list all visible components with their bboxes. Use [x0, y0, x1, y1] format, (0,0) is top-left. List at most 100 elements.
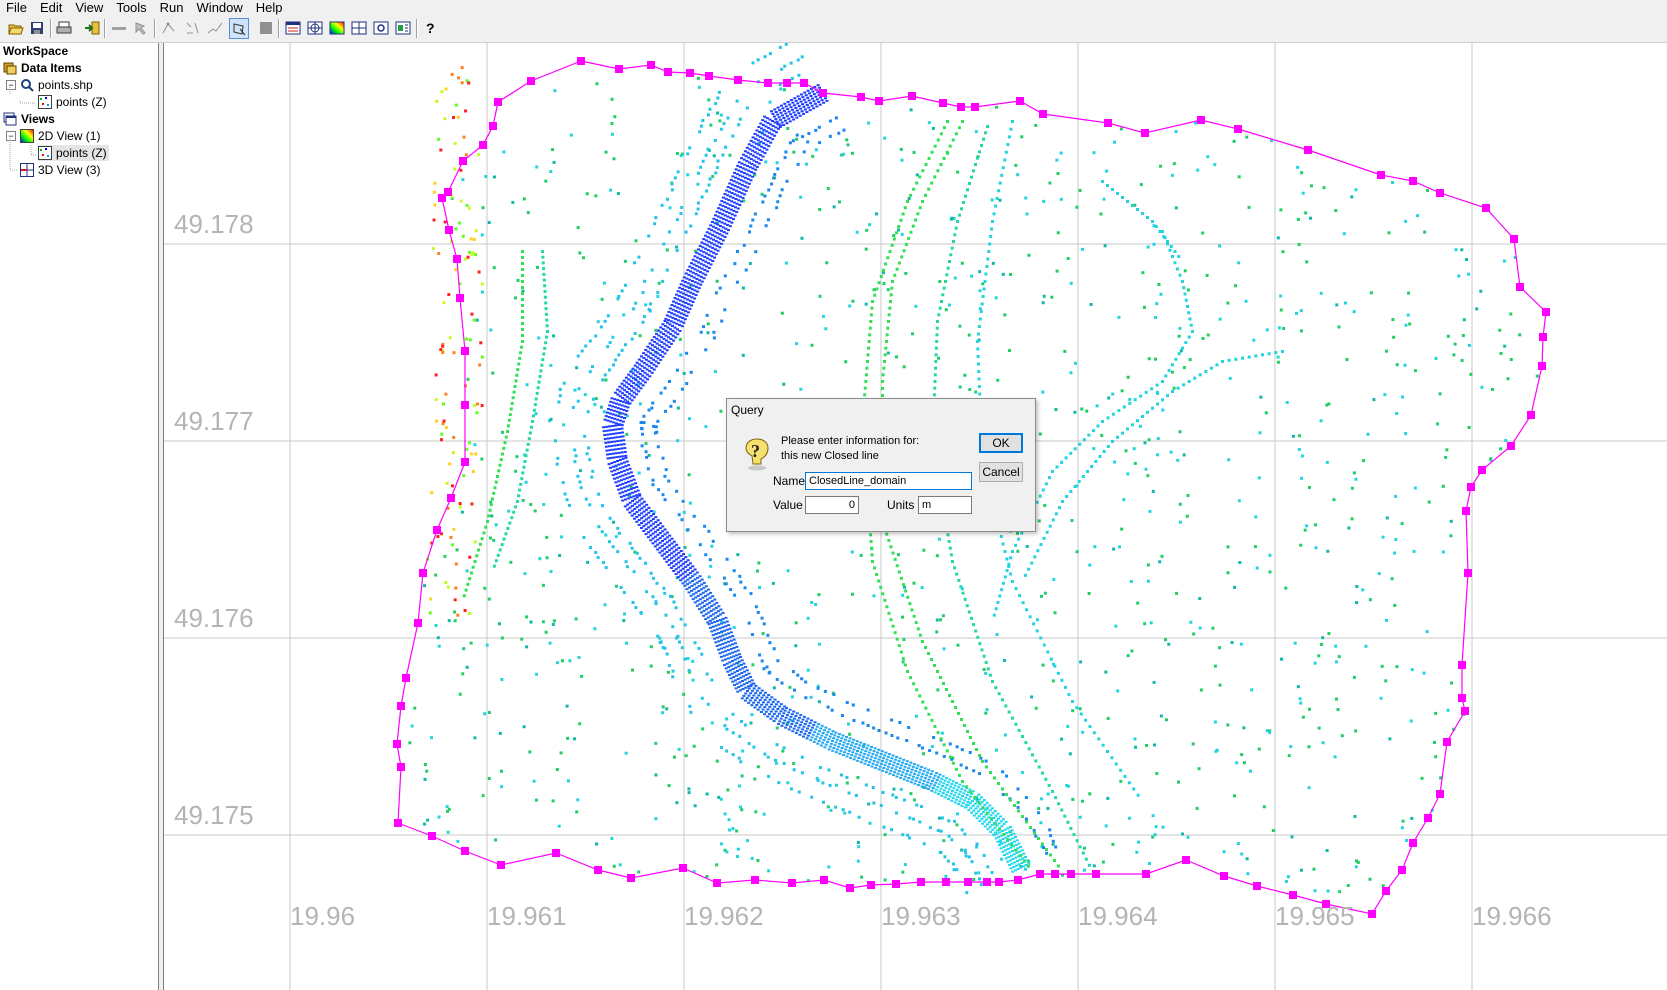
data-point [623, 389, 627, 392]
data-point [1096, 424, 1100, 428]
tree-shapefile[interactable]: − points.shp [6, 77, 93, 93]
data-point [625, 386, 629, 389]
data-point [719, 613, 723, 616]
data-point [824, 726, 828, 729]
tree-views[interactable]: Views [3, 111, 55, 127]
data-point [659, 391, 663, 395]
data-point [709, 614, 713, 617]
data-point [737, 673, 741, 676]
data-point [750, 704, 754, 707]
help-icon[interactable]: ? [421, 19, 439, 37]
data-point [1021, 735, 1024, 738]
data-point [712, 230, 716, 233]
menu-window[interactable]: Window [196, 0, 243, 15]
menu-help[interactable]: Help [255, 0, 283, 15]
data-point [924, 646, 927, 649]
data-point [606, 437, 610, 440]
units-input[interactable]: m [918, 496, 972, 514]
data-point [728, 661, 732, 664]
data-point [466, 582, 470, 586]
value-input[interactable]: 0 [805, 496, 859, 514]
data-point [682, 284, 686, 287]
data-point [769, 128, 773, 131]
table-icon[interactable] [350, 19, 368, 37]
data-point [997, 844, 1001, 847]
data-point [522, 465, 526, 469]
tree-points-data[interactable]: points (Z) [38, 94, 107, 110]
data-point [757, 126, 761, 129]
data-point [1087, 433, 1091, 437]
data-point [753, 132, 757, 135]
node-icon[interactable] [160, 19, 178, 37]
name-input[interactable]: ClosedLine_domain [805, 472, 972, 490]
data-point [1423, 230, 1427, 234]
tree-data-items[interactable]: Data Items [3, 60, 82, 76]
data-point [647, 521, 651, 524]
data-point [1384, 349, 1388, 353]
collapse-toggle-icon[interactable]: − [6, 131, 16, 141]
data-point [1066, 724, 1070, 728]
polygon-select-icon[interactable] [229, 18, 249, 39]
data-point [789, 725, 793, 728]
open-icon[interactable] [7, 19, 25, 37]
stop-icon[interactable] [257, 19, 275, 37]
data-point [617, 480, 621, 483]
edit-icon[interactable] [184, 19, 202, 37]
import-icon[interactable] [83, 19, 101, 37]
cancel-button[interactable]: Cancel [979, 462, 1023, 482]
data-point [722, 646, 726, 649]
data-point [775, 120, 779, 123]
tree-3d-view[interactable]: 3D View (3) [20, 162, 100, 178]
ok-button[interactable]: OK [979, 433, 1023, 453]
data-point [942, 647, 946, 651]
layout-icon[interactable] [284, 19, 302, 37]
line-icon[interactable] [110, 19, 128, 37]
data-point [674, 563, 678, 566]
data-point [597, 492, 601, 496]
data-point [612, 363, 616, 367]
menu-tools[interactable]: Tools [116, 0, 147, 15]
polyline-icon[interactable] [206, 19, 224, 37]
color-map-icon[interactable] [328, 19, 346, 37]
menu-edit[interactable]: Edit [39, 0, 63, 15]
data-point [907, 726, 911, 730]
data-point [494, 523, 498, 527]
print-icon[interactable] [55, 19, 73, 37]
data-point [1384, 679, 1388, 683]
data-point [679, 574, 683, 577]
menu-file[interactable]: File [6, 0, 27, 15]
data-point [1010, 843, 1014, 847]
data-point [900, 232, 904, 236]
tree-2d-points[interactable]: points (Z) [38, 145, 109, 161]
properties-icon[interactable] [394, 19, 412, 37]
grid-icon[interactable] [306, 19, 324, 37]
data-point [637, 514, 641, 517]
data-point [814, 148, 818, 152]
menu-view[interactable]: View [75, 0, 104, 15]
tree-2d-view[interactable]: − 2D View (1) [6, 128, 100, 144]
select-icon[interactable] [132, 19, 150, 37]
data-point [680, 296, 684, 299]
collapse-toggle-icon[interactable]: − [6, 80, 16, 90]
data-point [967, 610, 971, 614]
data-point [441, 402, 445, 406]
data-point [1325, 403, 1329, 407]
data-point [1042, 846, 1046, 850]
map-canvas[interactable] [164, 43, 1667, 990]
data-point [733, 214, 737, 217]
data-point [732, 569, 736, 573]
data-point [610, 397, 614, 400]
menu-run[interactable]: Run [159, 0, 184, 15]
data-point [651, 349, 655, 352]
data-point [980, 302, 984, 306]
data-point [604, 441, 608, 444]
data-point [627, 383, 631, 386]
zoom-icon[interactable] [372, 19, 390, 37]
data-point [623, 450, 627, 453]
save-icon[interactable] [28, 19, 46, 37]
data-point [612, 456, 616, 459]
data-point [981, 810, 985, 813]
data-point [766, 715, 770, 718]
data-point [795, 109, 799, 112]
data-point [603, 418, 607, 421]
